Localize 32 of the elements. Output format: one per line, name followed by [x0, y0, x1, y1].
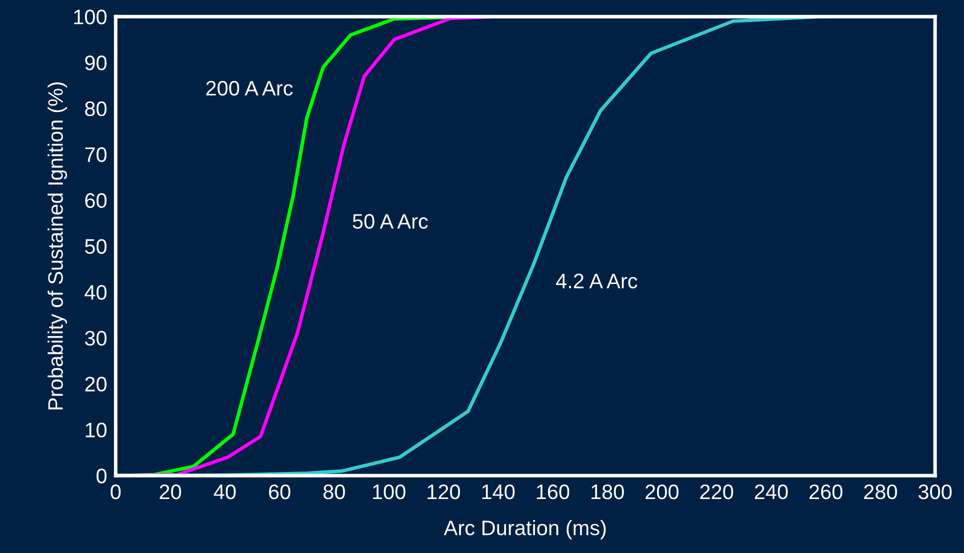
annotation: 50 A Arc	[352, 214, 428, 229]
annotation: 200 A Arc	[206, 80, 293, 96]
y-tick-label: 10	[86, 422, 107, 438]
y-tick-label: 60	[85, 193, 107, 208]
y-axis-title: Probability of Sustained Ignition (%)	[48, 82, 68, 410]
y-tick-label: 70	[85, 147, 107, 162]
x-tick-label: 0	[110, 484, 121, 500]
x-tick-label: 160	[536, 484, 570, 500]
x-tick-label: 220	[700, 484, 734, 500]
x-tick-label: 40	[214, 484, 236, 500]
x-tick-label: 180	[592, 484, 624, 500]
x-axis-title: Arc Duration (ms)	[444, 520, 606, 540]
x-tick-label: 200	[646, 484, 679, 500]
x-tick-label: 300	[918, 484, 952, 500]
annotation: 4.2 A Arc	[556, 274, 638, 288]
y-tick-label: 90	[85, 55, 107, 70]
y-tick-label: 100	[74, 10, 107, 24]
x-tick-label: 80	[324, 484, 345, 500]
x-tick-label: 100	[373, 484, 406, 500]
y-tick-label: 20	[85, 376, 107, 392]
x-tick-label: 140	[482, 484, 515, 500]
y-tick-label: 30	[84, 330, 107, 346]
x-tick-label: 20	[160, 484, 182, 500]
y-tick-label: 50	[85, 239, 107, 254]
x-tick-label: 280	[864, 484, 898, 500]
x-tick-label: 60	[269, 484, 290, 500]
x-tick-label: 240	[754, 484, 788, 500]
x-tick-label: 260	[809, 484, 842, 500]
y-tick-label: 0	[96, 468, 107, 484]
x-tick-label: 120	[428, 484, 460, 500]
y-tick-label: 80	[85, 101, 107, 116]
y-tick-label: 40	[84, 284, 107, 300]
